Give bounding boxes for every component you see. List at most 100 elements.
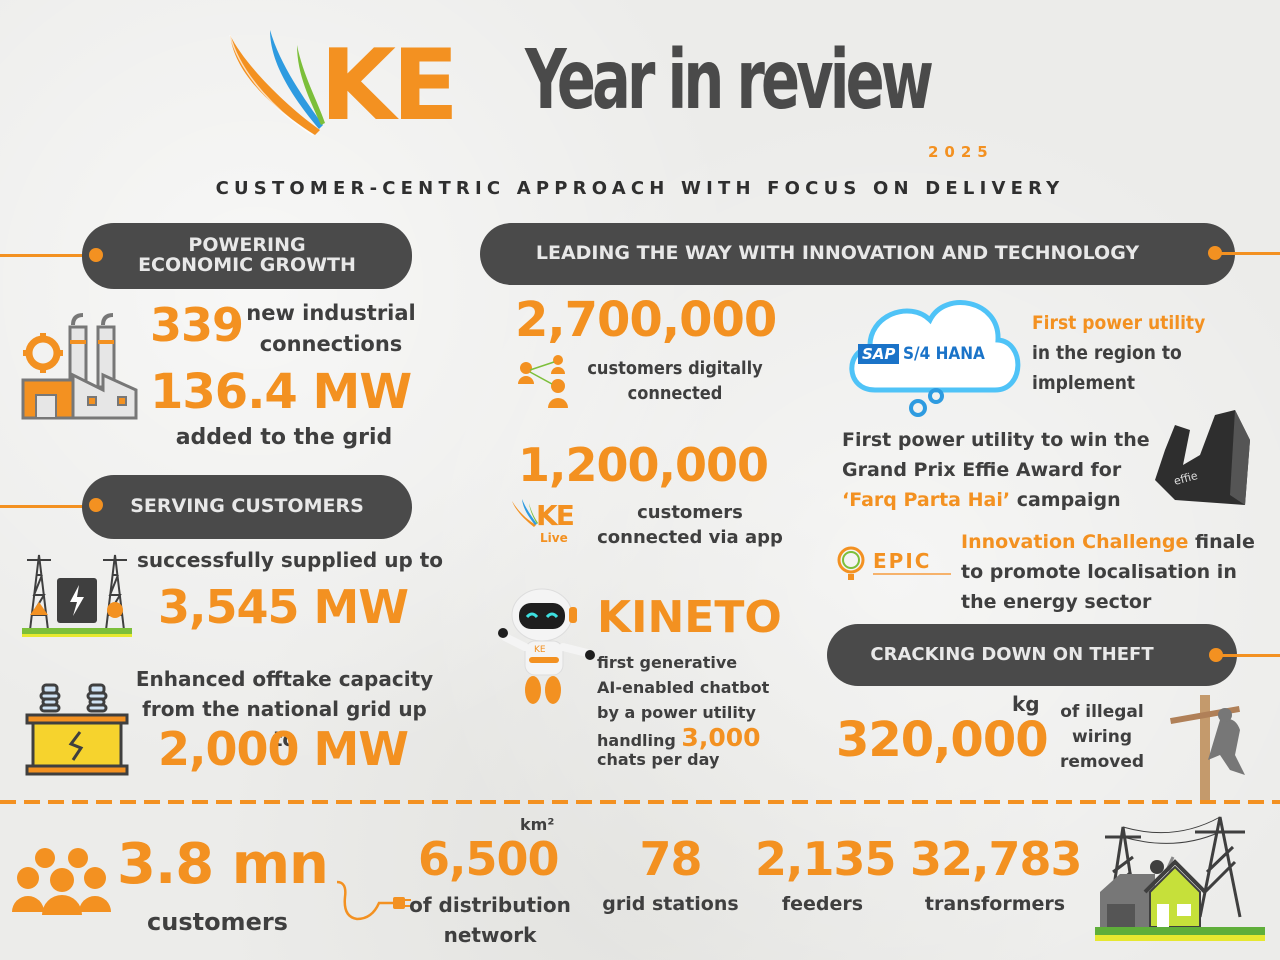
lineman-pole-icon (1170, 695, 1245, 800)
pill-text: ECONOMIC GROWTH (138, 254, 356, 276)
label-line: the energy sector (961, 591, 1152, 613)
connector-dot (1208, 246, 1222, 260)
label-line: network (443, 923, 537, 947)
section-pill-innovation: LEADING THE WAY WITH INNOVATION AND TECH… (480, 223, 1235, 285)
kineto-name: KINETO (597, 592, 782, 643)
industrial-connections-label: new industrial connections (246, 298, 416, 360)
label-line: removed (1059, 752, 1145, 772)
epic-logo-text: EPIC (873, 549, 931, 573)
label-line: in the region to (1032, 342, 1182, 364)
customers-label: customers (147, 908, 288, 936)
industrial-connections-value: 339 (150, 298, 244, 352)
label-line: new industrial (246, 301, 416, 325)
effie-trophy-icon: effie (1155, 410, 1250, 505)
campaign-name: ‘Farq Parta Hai’ (842, 489, 1011, 511)
section-pill-theft: CRACKING DOWN ON THEFT (827, 624, 1237, 686)
mw-added-value: 136.4 MW (150, 364, 412, 420)
chats-per-day-value: 3,000 (681, 723, 761, 752)
ke-logo: KE (225, 25, 505, 140)
epic-description: Innovation Challenge finale to promote l… (961, 527, 1255, 617)
section-divider (0, 800, 1280, 804)
grid-stations-label: grid stations (602, 893, 739, 915)
connector-line (0, 254, 95, 257)
sap-logo: SAP (858, 344, 900, 364)
mw-added-label: added to the grid (175, 425, 393, 450)
theft-unit: kg (1012, 692, 1040, 716)
ke-live-logo-sub: Live (540, 531, 568, 545)
pill-text: LEADING THE WAY WITH INNOVATION AND TECH… (535, 242, 1140, 265)
label-line: from the national grid up to (142, 697, 427, 751)
connector-line (1215, 252, 1280, 255)
effie-trophy-text: effie (1172, 469, 1199, 488)
label-line: AI-enabled chatbot (597, 678, 770, 697)
ke-leaf-icon (512, 499, 538, 527)
sap-cloud-icon (849, 300, 1021, 417)
label-line: connected via app (597, 527, 783, 548)
offtake-label: Enhanced offtake capacity from the natio… (132, 664, 437, 754)
ke-logo-text: KE (320, 29, 459, 143)
label-line: of illegal (1060, 702, 1144, 722)
customers-group-icon (12, 848, 111, 915)
factory-icon (21, 313, 138, 420)
label-line: Enhanced offtake capacity (135, 667, 434, 691)
connector-dot (89, 498, 103, 512)
label-line: Grand Prix Effie Award for (842, 459, 1122, 481)
house-grid-icon (1095, 816, 1265, 941)
highlight-text: Innovation Challenge (961, 531, 1189, 553)
label-line: chats per day (597, 750, 720, 769)
transformer-icon (25, 683, 129, 776)
connector-line (1215, 654, 1280, 657)
theft-value: 320,000 (836, 712, 1049, 768)
plug-cable-icon (336, 880, 411, 921)
connector-dot (1209, 648, 1223, 662)
network-unit: km² (520, 815, 555, 834)
supplied-label: successfully supplied up to (137, 548, 444, 572)
app-customers-label: customers connected via app (595, 500, 785, 550)
network-value: 6,500 (418, 832, 560, 886)
label-line: ‘Farq Parta Hai’ campaign (842, 485, 1150, 515)
robot-badge-text: KE (534, 645, 546, 655)
year-label: 2025 (928, 143, 994, 161)
app-customers-value: 1,200,000 (518, 438, 769, 492)
label-line: connections (259, 332, 403, 356)
page-title: Year in review (525, 33, 934, 128)
grid-stations-value: 78 (639, 832, 702, 886)
label-line: implement (1032, 372, 1136, 394)
kineto-description: first generative AI-enabled chatbot by a… (597, 650, 769, 772)
transformers-label: transformers (924, 893, 1066, 915)
section-pill-economic-growth: POWERING ECONOMIC GROWTH (82, 223, 412, 289)
label-text: finale (1188, 531, 1255, 553)
digital-customers-value: 2,700,000 (515, 292, 777, 348)
label-line: handling 3,000 (597, 725, 769, 753)
label-text: handling (597, 731, 676, 750)
connected-users-icon (518, 355, 568, 408)
supplied-value: 3,545 MW (158, 580, 409, 634)
pill-text: SERVING CUSTOMERS (130, 495, 364, 518)
label-line: connected (627, 383, 723, 404)
label-line: wiring (1071, 727, 1132, 747)
label-line: by a power utility (597, 703, 756, 722)
connector-dot (89, 248, 103, 262)
label-line: Innovation Challenge finale (961, 527, 1255, 557)
transformers-value: 32,783 (910, 832, 1083, 886)
digital-customers-label: customers digitally connected (580, 356, 770, 406)
kineto-robot-icon: KE (498, 588, 595, 704)
theft-label: of illegal wiring removed (1056, 700, 1148, 775)
effie-description: First power utility to win the Grand Pri… (842, 425, 1150, 515)
epic-logo: EPIC (837, 546, 951, 580)
pill-text: POWERING (188, 234, 306, 257)
section-pill-serving-customers: SERVING CUSTOMERS (82, 475, 412, 539)
label-line: First power utility to win the (842, 429, 1150, 451)
feeders-value: 2,135 (755, 832, 897, 886)
offtake-value: 2,000 MW (158, 722, 409, 776)
ke-live-logo: KE Live (510, 497, 590, 552)
label-line: customers (637, 502, 743, 523)
label-line: First power utility (1032, 312, 1206, 334)
network-label: of distribution network (405, 890, 575, 950)
label-line: customers digitally (587, 358, 763, 379)
ke-live-logo-text: KE (536, 499, 575, 532)
label-line: first generative (597, 653, 738, 672)
label-text: campaign (1010, 489, 1121, 511)
sap-description: First power utility in the region to imp… (1032, 308, 1205, 398)
customers-value: 3.8 mn (117, 832, 329, 897)
